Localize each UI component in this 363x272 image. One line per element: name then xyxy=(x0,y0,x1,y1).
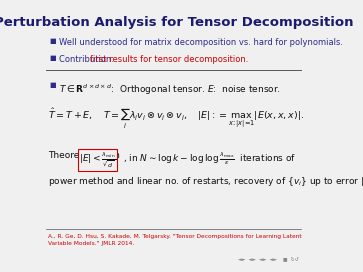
Text: Perturbation Analysis for Tensor Decomposition: Perturbation Analysis for Tensor Decompo… xyxy=(0,16,353,29)
Text: power method and linear no. of restarts, recovery of $\{v_i\}$ up to error $|E|$: power method and linear no. of restarts,… xyxy=(48,175,363,188)
Text: first results for tensor decomposition.: first results for tensor decomposition. xyxy=(90,55,248,64)
Text: ◄►  ◄►  ◄►  ◄►    ■  ↻↺: ◄► ◄► ◄► ◄► ■ ↻↺ xyxy=(238,258,299,262)
Text: ■: ■ xyxy=(50,38,56,44)
Text: , in $N \sim \log k - \log\log \frac{\lambda_{\max}}{\epsilon}$  iterations of: , in $N \sim \log k - \log\log \frac{\la… xyxy=(123,151,296,167)
Text: ■: ■ xyxy=(50,55,56,61)
Text: Well understood for matrix decomposition vs. hard for polynomials.: Well understood for matrix decomposition… xyxy=(59,38,343,47)
Text: Contribution:: Contribution: xyxy=(59,55,117,64)
Text: $T \in \mathbf{R}^{d\times d\times d}$:  Orthogonal tensor. $E$:  noise tensor.: $T \in \mathbf{R}^{d\times d\times d}$: … xyxy=(59,82,281,97)
Text: Theorem: When: Theorem: When xyxy=(48,151,123,160)
Text: $\hat{T} = T + E,\quad T = \sum_i \lambda_i v_i \otimes v_i \otimes v_i,\quad |E: $\hat{T} = T + E,\quad T = \sum_i \lambd… xyxy=(48,106,305,131)
Text: $|E| < \frac{\lambda_{\min}}{\sqrt{d}}$: $|E| < \frac{\lambda_{\min}}{\sqrt{d}}$ xyxy=(79,151,116,169)
Text: A., R. Ge, D. Hsu, S. Kakade, M. Telgarsky. "Tensor Decompositions for Learning : A., R. Ge, D. Hsu, S. Kakade, M. Telgars… xyxy=(48,234,302,246)
Text: ■: ■ xyxy=(50,82,56,88)
